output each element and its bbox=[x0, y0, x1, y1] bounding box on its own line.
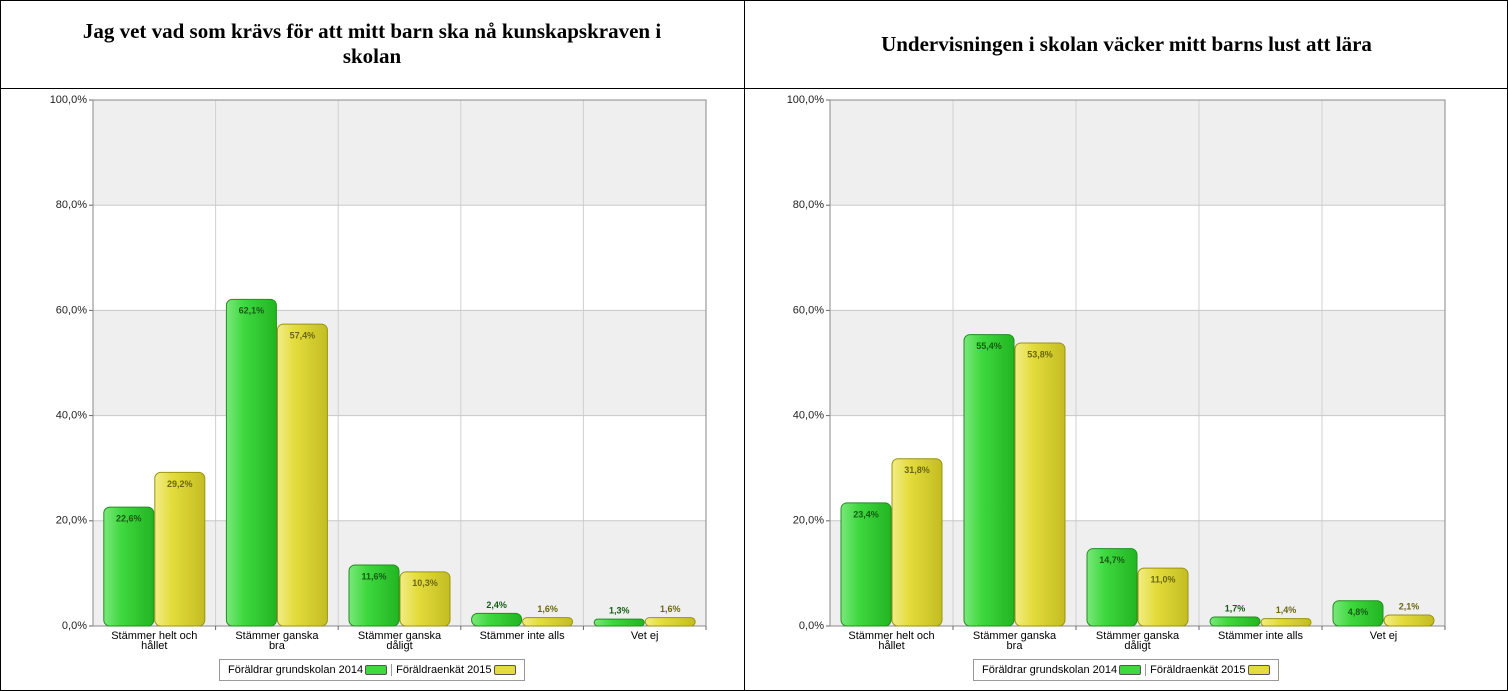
bar bbox=[522, 617, 574, 627]
y-tick-label: 20,0% bbox=[56, 515, 87, 527]
bar bbox=[1086, 548, 1138, 627]
bar bbox=[1332, 600, 1384, 627]
legend-item: Föräldraenkät 2015 bbox=[1145, 664, 1273, 676]
legend-label: Föräldrar grundskolan 2014 bbox=[228, 664, 364, 676]
legend-label: Föräldrar grundskolan 2014 bbox=[982, 664, 1118, 676]
x-tick-label: Stämmer ganska bra bbox=[235, 630, 319, 652]
value-label: 14,7% bbox=[1099, 555, 1125, 565]
value-label: 1,6% bbox=[660, 604, 681, 614]
bar bbox=[1383, 614, 1435, 627]
legend-label: Föräldraenkät 2015 bbox=[1150, 664, 1246, 676]
value-label: 4,8% bbox=[1348, 607, 1369, 617]
bar bbox=[593, 618, 645, 627]
bar bbox=[471, 612, 523, 627]
x-tick-label: Stämmer ganska dåligt bbox=[357, 630, 442, 652]
legend-swatch bbox=[1119, 665, 1142, 675]
plot-stripe bbox=[93, 100, 706, 206]
value-label: 1,4% bbox=[1276, 605, 1297, 615]
legend-swatch bbox=[493, 665, 516, 675]
x-tick-label: Stämmer inte alls bbox=[479, 630, 565, 642]
bar bbox=[225, 298, 277, 627]
value-label: 53,8% bbox=[1027, 349, 1053, 359]
x-tick-label: Vet ej bbox=[630, 630, 659, 642]
y-tick-label: 20,0% bbox=[793, 515, 824, 527]
y-tick-label: 100,0% bbox=[787, 94, 825, 106]
value-label: 11,0% bbox=[1150, 575, 1175, 585]
y-tick-label: 0,0% bbox=[799, 620, 824, 632]
bar bbox=[840, 502, 892, 627]
bar bbox=[1014, 342, 1066, 627]
value-label: 29,2% bbox=[167, 479, 193, 489]
bar bbox=[1260, 618, 1312, 627]
y-tick-label: 40,0% bbox=[56, 410, 87, 422]
value-label: 1,3% bbox=[609, 606, 630, 616]
bar bbox=[154, 471, 206, 627]
bar bbox=[891, 458, 943, 627]
plot-stripe bbox=[830, 100, 1445, 206]
legend-swatch bbox=[1247, 665, 1270, 675]
bar bbox=[348, 564, 400, 627]
bar bbox=[644, 617, 696, 627]
y-tick-label: 60,0% bbox=[56, 304, 87, 316]
plot-stripe bbox=[830, 310, 1445, 416]
value-label: 2,1% bbox=[1399, 601, 1420, 611]
plot-frame bbox=[829, 99, 1446, 627]
bar bbox=[1137, 567, 1189, 627]
legend-item: Föräldraenkät 2015 bbox=[391, 664, 519, 676]
legend-swatch bbox=[365, 665, 388, 675]
legend-item: Föräldrar grundskolan 2014 bbox=[978, 664, 1145, 676]
value-label: 1,7% bbox=[1225, 603, 1246, 613]
x-tick-label: Stämmer helt och hållet bbox=[848, 630, 935, 652]
value-label: 62,1% bbox=[239, 306, 265, 316]
value-label: 22,6% bbox=[116, 513, 142, 523]
value-label: 2,4% bbox=[486, 600, 507, 610]
bar bbox=[399, 571, 451, 627]
plot-frame bbox=[92, 99, 707, 627]
bar bbox=[963, 334, 1015, 627]
legend-item: Föräldrar grundskolan 2014 bbox=[224, 664, 391, 676]
bar bbox=[276, 323, 328, 627]
chart-title-text: Jag vet vad som krävs för att mitt barn … bbox=[82, 19, 662, 68]
legend: Föräldrar grundskolan 2014 Föräldraenkät … bbox=[219, 659, 525, 681]
y-tick-label: 80,0% bbox=[793, 199, 824, 211]
value-label: 55,4% bbox=[976, 341, 1002, 351]
plot-stripe bbox=[93, 310, 706, 416]
value-label: 11,6% bbox=[361, 571, 386, 581]
chart-title-text: Undervisningen i skolan väcker mitt barn… bbox=[881, 31, 1372, 56]
x-tick-label: Vet ej bbox=[1369, 630, 1398, 642]
legend-label: Föräldraenkät 2015 bbox=[396, 664, 492, 676]
value-label: 57,4% bbox=[290, 330, 316, 340]
y-tick-label: 40,0% bbox=[793, 410, 824, 422]
chart-title: Undervisningen i skolan väcker mitt barn… bbox=[745, 0, 1508, 88]
y-tick-label: 80,0% bbox=[56, 199, 87, 211]
chart-title: Jag vet vad som krävs för att mitt barn … bbox=[0, 0, 744, 88]
y-tick-label: 60,0% bbox=[793, 304, 824, 316]
value-label: 23,4% bbox=[853, 509, 879, 519]
bar bbox=[103, 506, 155, 627]
x-tick-label: Stämmer ganska dåligt bbox=[1095, 630, 1180, 652]
x-tick-label: Stämmer inte alls bbox=[1218, 630, 1303, 642]
value-label: 10,3% bbox=[412, 578, 438, 588]
value-label: 1,6% bbox=[537, 604, 558, 614]
x-tick-label: Stämmer ganska bra bbox=[972, 630, 1057, 652]
bar bbox=[1209, 616, 1261, 627]
y-tick-label: 0,0% bbox=[62, 620, 87, 632]
y-tick-label: 100,0% bbox=[50, 94, 88, 106]
x-tick-label: Stämmer helt och hållet bbox=[111, 630, 198, 652]
legend: Föräldrar grundskolan 2014 Föräldraenkät … bbox=[973, 659, 1279, 681]
value-label: 31,8% bbox=[904, 465, 930, 475]
